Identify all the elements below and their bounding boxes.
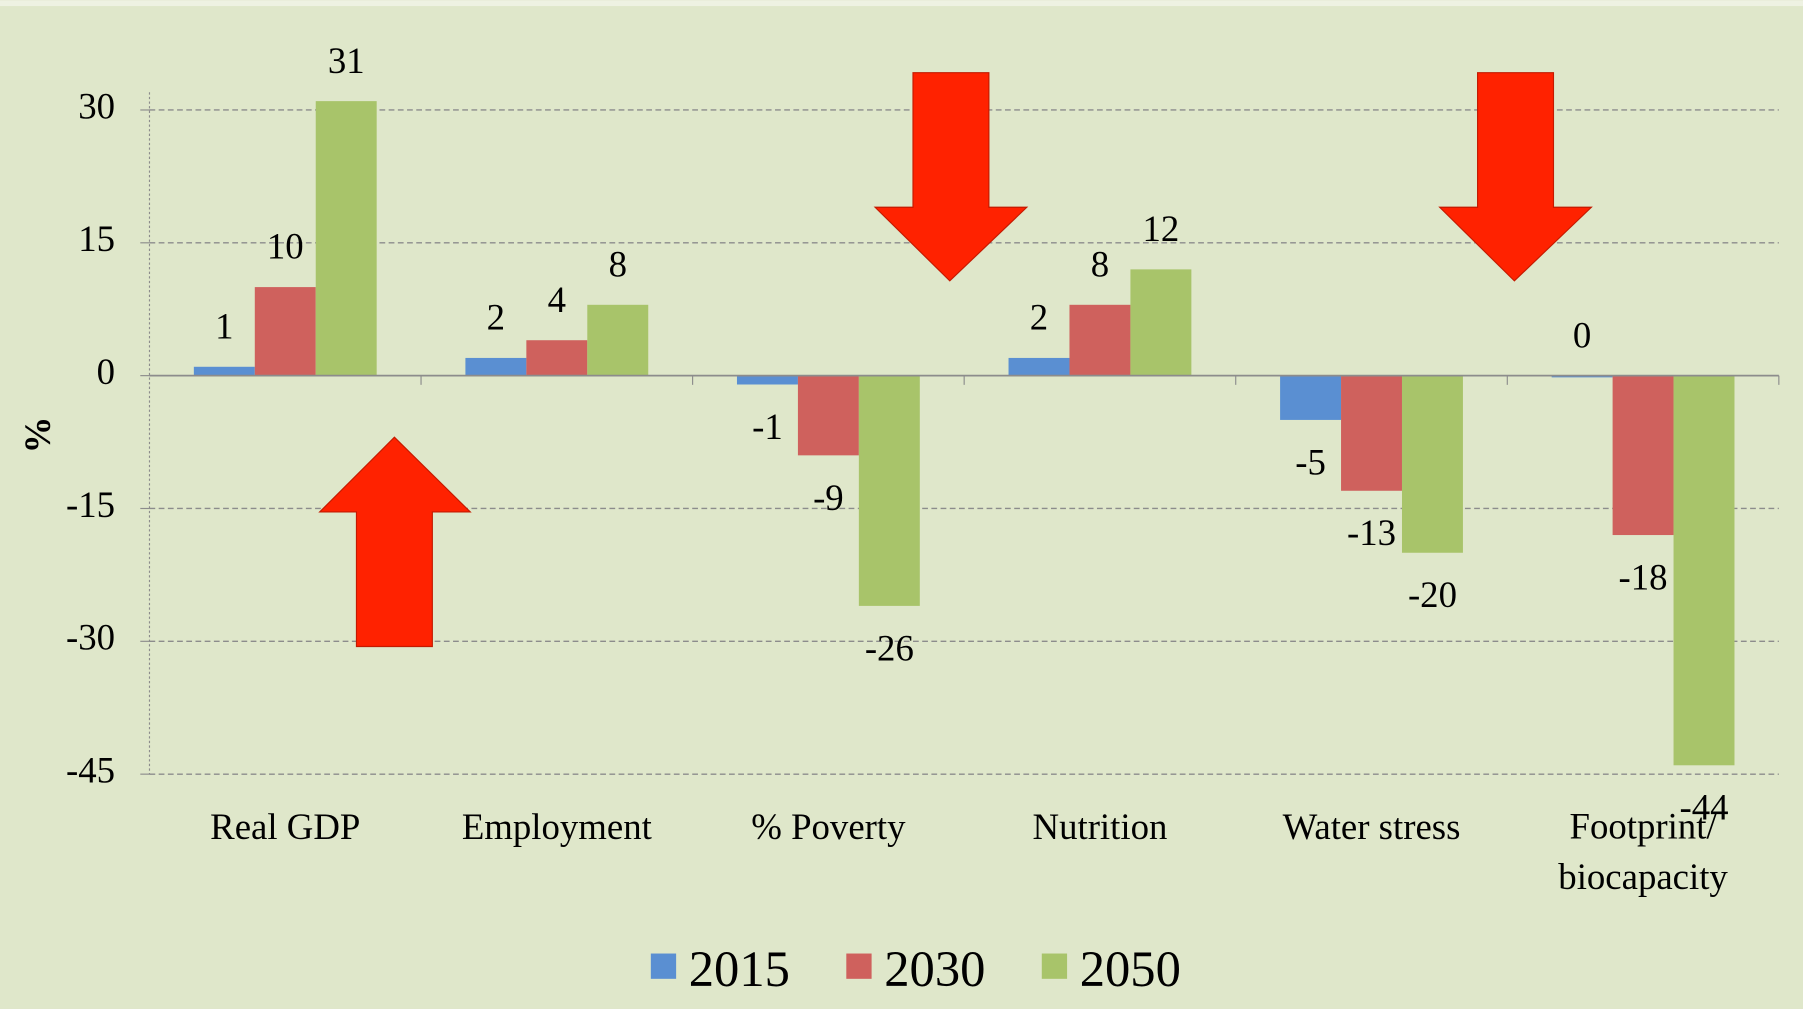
data-label: 8 bbox=[1091, 243, 1109, 284]
bar bbox=[1401, 375, 1463, 553]
legend-label: 2015 bbox=[689, 941, 790, 997]
down-arrow bbox=[1438, 72, 1593, 282]
x-tick-label: Real GDP bbox=[210, 806, 360, 847]
data-label: 0 bbox=[1573, 314, 1591, 355]
data-label: -20 bbox=[1408, 574, 1457, 615]
data-label: 2 bbox=[1030, 297, 1048, 338]
data-label: 4 bbox=[548, 279, 566, 320]
y-axis-label: % bbox=[17, 417, 58, 454]
y-tick-label: -15 bbox=[66, 484, 115, 525]
data-label: 10 bbox=[267, 226, 304, 267]
data-label: 31 bbox=[328, 40, 365, 81]
x-tick-label: Water stress bbox=[1283, 806, 1461, 847]
x-tick-label: Employment bbox=[462, 806, 652, 847]
legend-swatch bbox=[650, 953, 677, 979]
bar bbox=[858, 375, 920, 606]
x-tick-label: % Poverty bbox=[751, 806, 906, 847]
legend-swatch bbox=[846, 953, 872, 979]
bar bbox=[587, 304, 649, 376]
data-label: 1 bbox=[215, 305, 233, 346]
data-label: -18 bbox=[1619, 556, 1668, 597]
bar bbox=[1008, 357, 1070, 376]
bar bbox=[797, 375, 859, 456]
bar bbox=[465, 357, 527, 376]
x-tick-label: Nutrition bbox=[1033, 806, 1168, 847]
bar bbox=[526, 340, 588, 376]
data-label: -26 bbox=[865, 627, 914, 668]
y-tick-label: 15 bbox=[78, 218, 115, 259]
y-tick-label: -30 bbox=[66, 617, 115, 658]
bar bbox=[1673, 375, 1735, 766]
top-border bbox=[0, 0, 1803, 7]
data-label: -1 bbox=[752, 406, 783, 447]
bar bbox=[254, 287, 316, 376]
up-arrow bbox=[318, 436, 472, 648]
bar bbox=[315, 101, 377, 376]
bar bbox=[1612, 375, 1674, 536]
bar bbox=[1280, 375, 1342, 420]
bar bbox=[1341, 375, 1402, 491]
legend-label: 2030 bbox=[884, 941, 985, 997]
down-arrow bbox=[873, 72, 1029, 282]
data-label: 8 bbox=[609, 243, 627, 284]
bar bbox=[1069, 304, 1131, 376]
y-tick-label: -45 bbox=[66, 750, 115, 791]
bar bbox=[193, 366, 255, 376]
legend-label: 2050 bbox=[1080, 941, 1181, 997]
bar bbox=[1130, 269, 1192, 376]
data-label: 2 bbox=[487, 297, 505, 338]
bar bbox=[736, 375, 798, 385]
x-tick-label: Footprint/biocapacity bbox=[1558, 806, 1728, 898]
y-tick-label: 0 bbox=[97, 351, 115, 392]
y-tick-label: 30 bbox=[78, 85, 115, 126]
data-label: -5 bbox=[1295, 441, 1326, 482]
data-label: -44 bbox=[1679, 787, 1728, 828]
data-label: -13 bbox=[1347, 512, 1396, 553]
legend-swatch bbox=[1041, 953, 1068, 979]
data-label: -9 bbox=[813, 477, 844, 518]
data-label: 12 bbox=[1143, 208, 1180, 249]
